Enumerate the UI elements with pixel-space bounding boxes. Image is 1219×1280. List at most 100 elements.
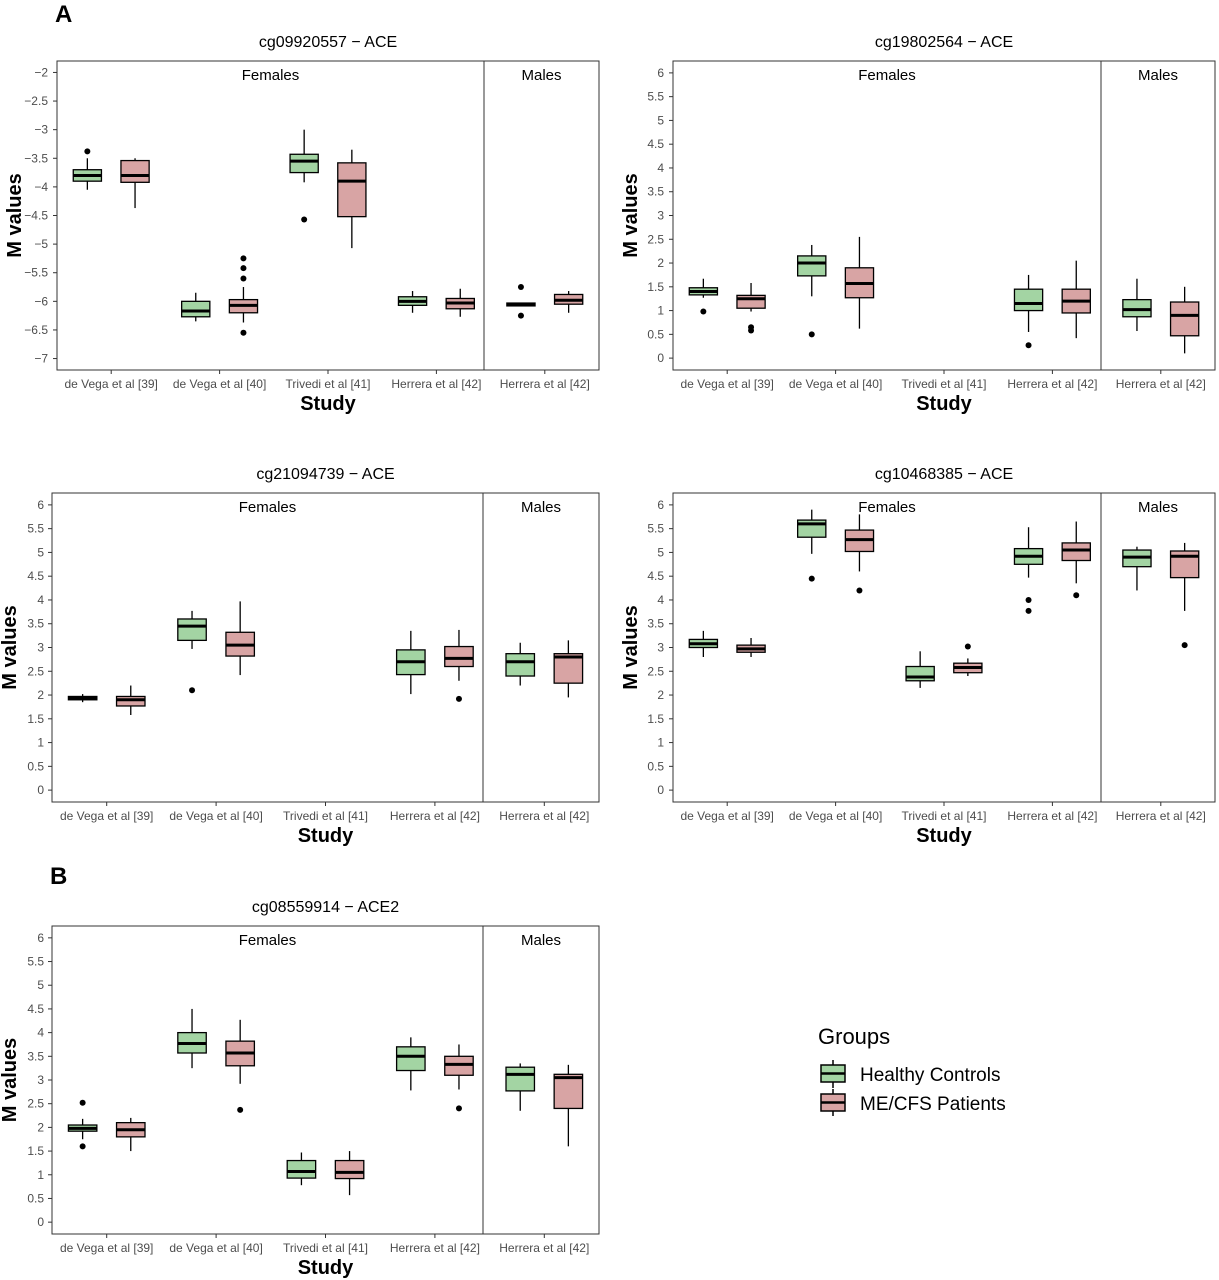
box-me-cfs-patients <box>736 637 766 658</box>
box-healthy-controls <box>797 244 827 338</box>
x-tick-label: Herrera et al [42] <box>1007 809 1097 823</box>
box-healthy-controls <box>397 291 428 313</box>
y-axis-title: M values <box>620 173 642 257</box>
box-healthy-controls <box>289 129 319 223</box>
y-tick-label: 2 <box>657 688 664 702</box>
outlier-point <box>237 1106 244 1113</box>
outlier-point <box>1181 642 1188 649</box>
outlier-point <box>84 148 91 155</box>
y-axis-title: M values <box>0 605 21 689</box>
box-healthy-controls <box>395 630 426 695</box>
legend: Groups Healthy Controls ME/CFS Patients <box>818 1024 1006 1116</box>
strata-label-females: Females <box>858 499 916 516</box>
box-me-cfs-patients <box>553 640 584 698</box>
y-tick-label: 3.5 <box>27 617 44 631</box>
box-healthy-controls <box>177 610 207 694</box>
y-tick-label: 5.5 <box>27 522 44 536</box>
outlier-point <box>455 695 462 702</box>
y-tick-label: 3.5 <box>27 1049 44 1063</box>
x-axis-title: Study <box>298 825 354 847</box>
box-healthy-controls <box>177 1008 207 1069</box>
y-tick-label: 6 <box>657 66 664 80</box>
x-axis-title: Study <box>298 1257 354 1279</box>
y-tick-label: 1.5 <box>27 712 44 726</box>
x-axis-title: Study <box>916 393 972 415</box>
x-tick-label: de Vega et al [39] <box>680 809 773 823</box>
x-tick-label: de Vega et al [40] <box>173 377 266 391</box>
y-tick-label: 3.5 <box>647 617 664 631</box>
outlier-point <box>517 284 524 291</box>
box-me-cfs-patients <box>1169 286 1200 354</box>
y-tick-label: 1 <box>37 736 44 750</box>
chart-title: cg08559914 − ACE2 <box>252 899 399 916</box>
x-tick-label: Trivedi et al [41] <box>902 377 987 391</box>
y-tick-label: 6 <box>37 931 44 945</box>
y-tick-label: 5 <box>37 545 44 559</box>
box-body <box>1013 288 1044 312</box>
strata-label-males: Males <box>521 932 561 949</box>
box-healthy-controls <box>505 642 536 686</box>
box-me-cfs-patients <box>953 643 983 677</box>
box-healthy-controls <box>688 630 719 658</box>
y-tick-label: 5.5 <box>27 955 44 969</box>
y-tick-label: 3 <box>37 641 44 655</box>
y-tick-label: −3.5 <box>24 151 48 165</box>
plot-panel <box>672 60 1216 371</box>
y-tick-label: 4 <box>37 593 44 607</box>
y-tick-label: 5 <box>37 978 44 992</box>
y-tick-label: 3 <box>657 641 664 655</box>
y-tick-label: 0 <box>657 783 664 797</box>
box-body <box>905 665 935 682</box>
x-tick-label: Herrera et al [42] <box>499 1241 589 1255</box>
box-healthy-controls <box>67 1099 98 1150</box>
y-tick-label: 0.5 <box>27 1191 44 1205</box>
outlier-point <box>240 275 247 282</box>
x-tick-label: de Vega et al [40] <box>789 377 882 391</box>
box-me-cfs-patients <box>225 1019 256 1113</box>
chart-cg21094739-ace: cg21094739 − ACE Females Males 0 0.5 1 1.5 2 2.5… <box>0 466 600 847</box>
box-healthy-controls <box>67 694 98 703</box>
x-tick-label: Herrera et al [42] <box>1116 377 1206 391</box>
box-me-cfs-patients <box>844 236 875 329</box>
outlier-point <box>455 1105 462 1112</box>
x-tick-label: de Vega et al [40] <box>789 809 882 823</box>
y-tick-label: 1 <box>657 736 664 750</box>
box-me-cfs-patients <box>115 1117 146 1152</box>
box-healthy-controls <box>395 1037 426 1091</box>
plot-panel <box>56 60 600 371</box>
x-tick-label: Trivedi et al [41] <box>286 377 371 391</box>
y-tick-label: −4.5 <box>24 209 48 223</box>
y-tick-label: 0 <box>37 1215 44 1229</box>
y-tick-label: 4 <box>657 161 664 175</box>
y-tick-label: −2 <box>34 65 48 79</box>
y-tick-label: 4.5 <box>27 569 44 583</box>
chart-cg19802564-ace: cg19802564 − ACE Females Males 0 0.5 1 1.5 2 2.5… <box>620 34 1216 415</box>
y-tick-label: 0.5 <box>647 327 664 341</box>
outlier-point <box>964 643 971 650</box>
y-tick-label: 2.5 <box>27 1097 44 1111</box>
outlier-point <box>79 1143 86 1150</box>
x-tick-label: Herrera et al [42] <box>499 809 589 823</box>
outlier-point <box>1025 342 1032 349</box>
box-me-cfs-patients <box>120 158 150 209</box>
box-body <box>797 255 827 277</box>
outlier-point <box>517 312 524 319</box>
box-body <box>181 300 211 318</box>
outlier-point <box>79 1099 86 1106</box>
strata-label-females: Females <box>239 499 297 516</box>
y-tick-label: −5.5 <box>24 266 48 280</box>
y-tick-label: 3.5 <box>647 185 664 199</box>
box-body <box>337 162 367 218</box>
chart-title: cg09920557 − ACE <box>259 34 397 51</box>
box-body <box>334 1159 365 1180</box>
strata-label-males: Males <box>1138 67 1178 84</box>
legend-key-healthy-controls <box>820 1060 846 1088</box>
y-tick-label: 1 <box>657 304 664 318</box>
box-healthy-controls <box>1013 274 1044 349</box>
box-healthy-controls <box>905 651 935 688</box>
box-body <box>1169 301 1200 337</box>
x-tick-label: de Vega et al [40] <box>169 1241 262 1255</box>
x-tick-label: Herrera et al [42] <box>1007 377 1097 391</box>
chart-cg08559914-ace2: cg08559914 − ACE2 Females Males 0 0.5 1 1.5 2 2.… <box>0 899 600 1279</box>
y-tick-label: 3 <box>37 1073 44 1087</box>
